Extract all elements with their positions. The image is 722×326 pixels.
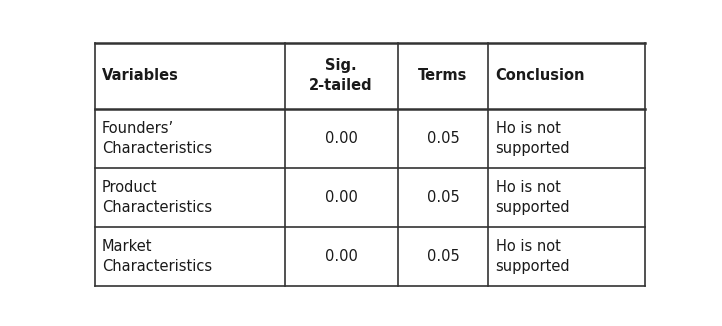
Text: Product
Characteristics: Product Characteristics bbox=[102, 180, 212, 215]
Text: Conclusion: Conclusion bbox=[496, 68, 585, 83]
Text: Sig.
2-tailed: Sig. 2-tailed bbox=[309, 58, 373, 93]
Text: 0.00: 0.00 bbox=[325, 190, 357, 205]
Text: 0.05: 0.05 bbox=[427, 190, 459, 205]
Text: Ho is not
supported: Ho is not supported bbox=[496, 180, 570, 215]
Text: Terms: Terms bbox=[418, 68, 468, 83]
Text: 0.00: 0.00 bbox=[325, 249, 357, 264]
Text: Ho is not
supported: Ho is not supported bbox=[496, 239, 570, 274]
Text: Variables: Variables bbox=[102, 68, 179, 83]
Text: 0.05: 0.05 bbox=[427, 131, 459, 146]
Text: Ho is not
supported: Ho is not supported bbox=[496, 121, 570, 156]
Text: Founders’
Characteristics: Founders’ Characteristics bbox=[102, 121, 212, 156]
Text: 0.05: 0.05 bbox=[427, 249, 459, 264]
Text: Market
Characteristics: Market Characteristics bbox=[102, 239, 212, 274]
Text: 0.00: 0.00 bbox=[325, 131, 357, 146]
